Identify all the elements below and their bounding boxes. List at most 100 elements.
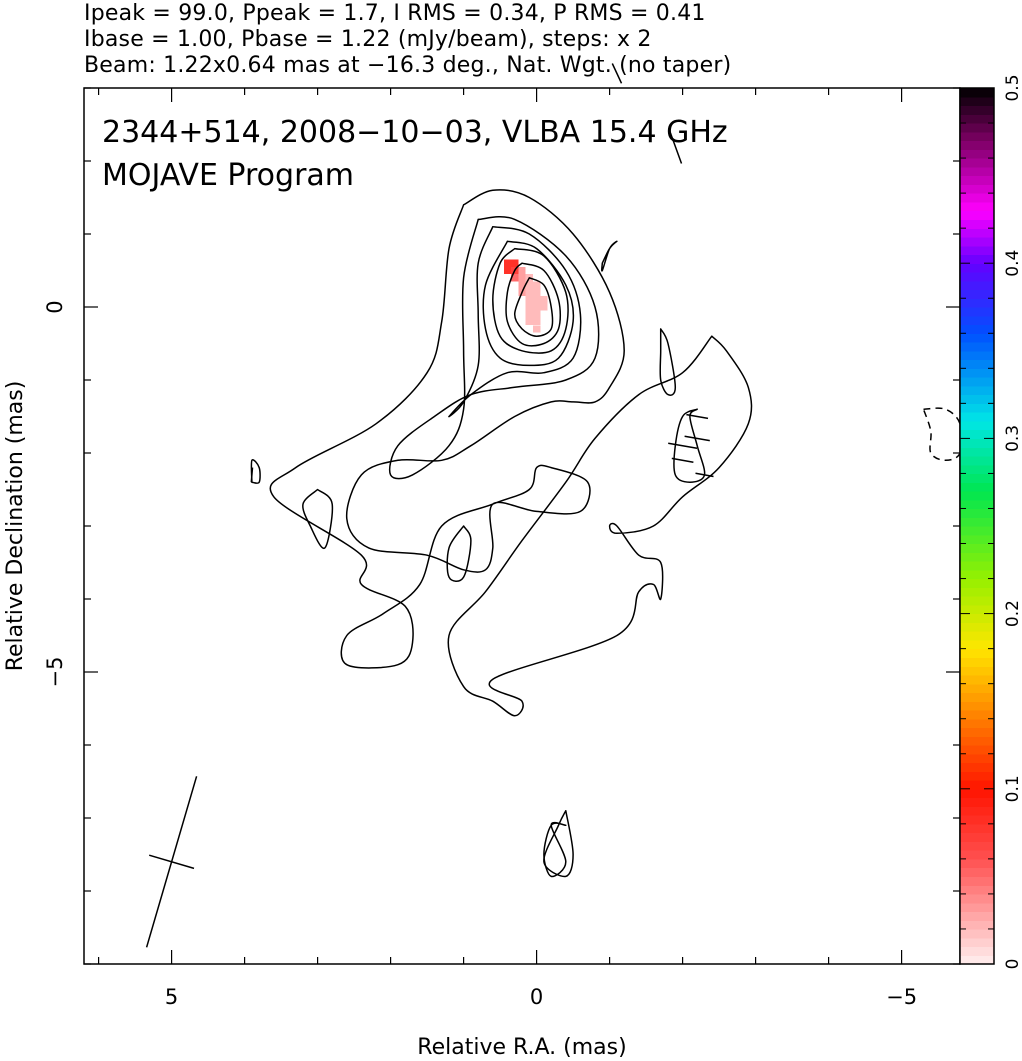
- contour-line: [269, 189, 625, 669]
- colorbar-segment: [960, 955, 994, 965]
- colorbar-segment: [960, 771, 994, 781]
- colorbar-segment: [960, 867, 994, 877]
- pol-pixel: [525, 288, 533, 297]
- colorbar-segment: [960, 666, 994, 676]
- pol-pixel: [503, 259, 512, 267]
- colorbar-segment: [960, 709, 994, 720]
- pol-vector: [668, 442, 698, 449]
- colorbar-segment: [960, 271, 994, 282]
- colorbar-segment: [960, 201, 994, 212]
- colorbar-segment: [960, 429, 994, 439]
- y-tick-label: −5: [43, 657, 67, 688]
- colorbar-segment: [960, 648, 994, 658]
- colorbar-segment: [960, 499, 994, 510]
- colorbar-segment: [960, 464, 994, 475]
- program-annotation: MOJAVE Program: [102, 158, 354, 193]
- contour-line: [388, 215, 600, 480]
- pol-pixel: [540, 303, 548, 311]
- colorbar-segment: [960, 788, 994, 799]
- contour-line: [250, 459, 261, 485]
- colorbar-segment: [960, 587, 994, 597]
- contour-line: [446, 525, 472, 582]
- contour-line: [513, 277, 554, 337]
- colorbar-segment: [960, 736, 994, 746]
- colorbar-segment: [960, 473, 994, 483]
- colorbar-segment: [960, 175, 994, 185]
- pol-pixel: [525, 296, 533, 304]
- colorbar-segment: [960, 131, 994, 142]
- pol-pixel: [503, 266, 512, 275]
- pol-vector: [250, 467, 254, 483]
- colorbar-segment: [960, 508, 994, 518]
- colorbar-segment: [960, 228, 994, 238]
- colorbar-segment: [960, 797, 994, 807]
- colorbar-segment: [960, 631, 994, 641]
- colorbar-segment: [960, 639, 994, 650]
- colorbar-segment: [960, 149, 994, 159]
- colorbar-segment: [960, 674, 994, 685]
- pol-pixel: [511, 259, 519, 267]
- colorbar-segment: [960, 447, 994, 457]
- contour-line: [448, 225, 582, 418]
- colorbar-tick-label: 0.2: [1003, 600, 1022, 627]
- colorbar-segment: [960, 394, 994, 404]
- pol-pixel: [525, 281, 533, 289]
- colorbar-segment: [960, 526, 994, 536]
- pol-pixel: [533, 296, 541, 304]
- colorbar-segment: [960, 718, 994, 729]
- colorbar-segment: [960, 815, 994, 825]
- pol-vector: [671, 457, 694, 463]
- colorbar-segment: [960, 114, 994, 124]
- colorbar-tick-label: 0.5: [1003, 74, 1022, 101]
- beam-marker: [145, 776, 198, 948]
- colorbar-segment: [960, 613, 994, 623]
- colorbar-segment: [960, 403, 994, 413]
- contour-line: [673, 408, 706, 483]
- pol-pixel: [518, 266, 526, 275]
- colorbar-segment: [960, 534, 994, 545]
- colorbar: [960, 88, 994, 965]
- colorbar-segment: [960, 123, 994, 133]
- colorbar-segment: [960, 482, 994, 492]
- pol-vector: [695, 472, 714, 478]
- pol-vector: [686, 413, 709, 420]
- contour-line: [302, 488, 334, 550]
- fractional-pol-pixels: [503, 259, 548, 333]
- colorbar-segment: [960, 219, 994, 229]
- colorbar-segment: [960, 193, 994, 203]
- colorbar-segment: [960, 727, 994, 737]
- colorbar-segment: [960, 762, 994, 772]
- colorbar-segment: [960, 324, 994, 334]
- colorbar-segment: [960, 753, 994, 764]
- pol-pixel: [533, 288, 541, 297]
- colorbar-tick-label: 0: [1003, 959, 1022, 970]
- colorbar-segment: [960, 911, 994, 921]
- colorbar-segment: [960, 96, 994, 107]
- colorbar-segment: [960, 289, 994, 299]
- colorbar-segment: [960, 342, 994, 352]
- colorbar-segment: [960, 455, 994, 466]
- pol-pixel: [518, 281, 526, 289]
- contour-lines: [250, 189, 963, 878]
- colorbar-segment: [960, 236, 994, 247]
- x-tick-label: −5: [886, 985, 917, 1009]
- colorbar-segment: [960, 692, 994, 702]
- colorbar-segment: [960, 701, 994, 711]
- colorbar-segment: [960, 105, 994, 115]
- axis-ticks: [84, 87, 960, 965]
- colorbar-segment: [960, 893, 994, 904]
- colorbar-segment: [960, 604, 994, 615]
- contour-line: [543, 821, 567, 878]
- colorbar-segment: [960, 254, 994, 264]
- colorbar-segment: [960, 307, 994, 317]
- colorbar-segment: [960, 298, 994, 308]
- colorbar-segment: [960, 377, 994, 387]
- plot-frame: [83, 87, 961, 965]
- colorbar-segment: [960, 885, 994, 895]
- colorbar-segment: [960, 569, 994, 580]
- colorbar-segment: [960, 350, 994, 361]
- colorbar-segment: [960, 420, 994, 431]
- y-tick-label: 0: [43, 300, 67, 313]
- colorbar-tick-label: 0.3: [1003, 425, 1022, 452]
